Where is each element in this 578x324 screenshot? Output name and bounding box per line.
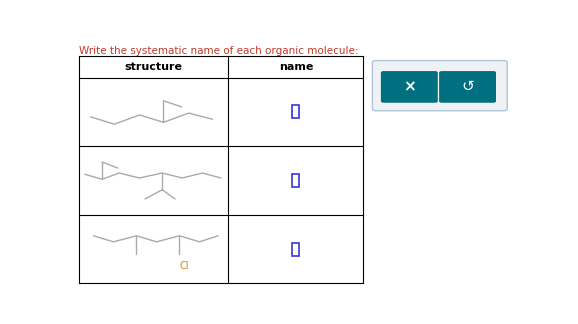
Text: ×: ×: [403, 79, 416, 94]
FancyBboxPatch shape: [372, 61, 507, 111]
Text: name: name: [279, 62, 313, 72]
FancyBboxPatch shape: [381, 71, 438, 103]
Text: Cl: Cl: [179, 261, 189, 271]
Text: Write the systematic name of each organic molecule:: Write the systematic name of each organi…: [79, 46, 358, 56]
Text: ↺: ↺: [461, 79, 474, 94]
Text: structure: structure: [125, 62, 183, 72]
Bar: [292, 243, 299, 256]
FancyBboxPatch shape: [439, 71, 496, 103]
Bar: [292, 105, 299, 118]
Bar: [292, 174, 299, 187]
